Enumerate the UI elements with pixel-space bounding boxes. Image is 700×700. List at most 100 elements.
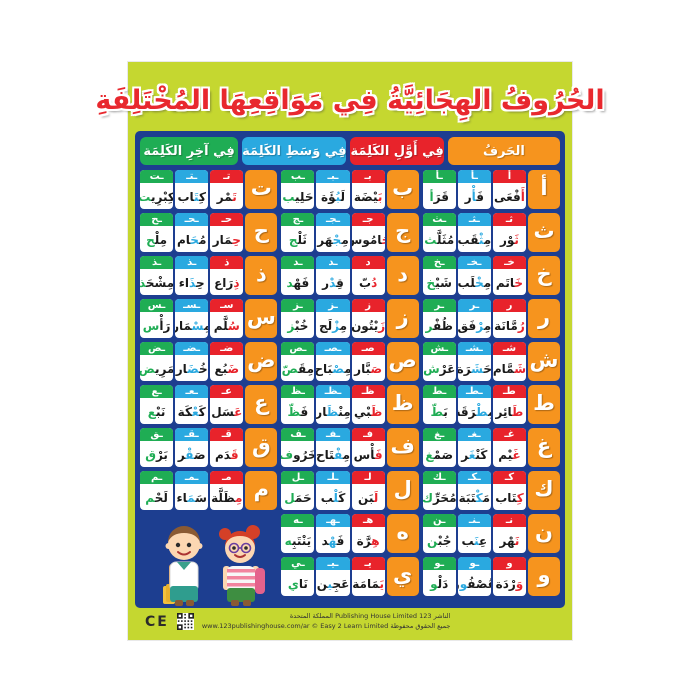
letter-cell: ب: [386, 170, 419, 209]
letter-section: ض ضـ ضَ‍‍بُع ـضـ خُ‍‍ضَ‍‍ار ـض مَرِي‍‍ض: [140, 342, 278, 381]
example-word: عَ‍‍سَل: [211, 404, 243, 419]
example-word: حَ‍‍شَ‍‍رَة: [457, 361, 491, 376]
letter-form-strip: ـغ: [422, 428, 456, 442]
example-word: خَرُو ف: [281, 447, 315, 462]
letter-form-strip: كـ: [492, 471, 526, 485]
letter-cell: س: [245, 299, 278, 338]
letter-cell: ف: [386, 428, 419, 467]
example-word: مُثَلَّ‍‍ث: [424, 232, 455, 247]
letter-form-strip: لـ: [351, 471, 385, 485]
boy-figure: [163, 526, 203, 606]
letter-form-strip: ـط: [422, 385, 456, 399]
letter-form-strip: و: [492, 557, 526, 571]
letter-form-strip: ـضـ: [175, 342, 209, 356]
letter-section: ن نـ نَ‍‍هْر ـنـ عِ‍‍نَ‍‍ب ـن جُبْ‍‍ن: [422, 514, 560, 553]
letter-form-strip: ـلـ: [316, 471, 350, 485]
girl-figure: [219, 525, 265, 606]
header-final-position: فِي آخِرِ الكَلِمَة: [140, 137, 239, 165]
example-word: بَرْ ق: [145, 447, 168, 462]
letter-row: وووَرْدَةـوعُصْفُ‍‍ورـودَلْ‍‍وييـيَ‍‍مَا…: [140, 557, 560, 596]
medial-word-cell: ـطـ مِ‍‍طْ‍‍رَقَة: [457, 385, 491, 424]
example-word: يَ‍‍مَامَة: [352, 576, 385, 591]
example-word: زَ يْتُون: [351, 318, 385, 333]
letter-cell: ه: [386, 514, 419, 553]
final-word-cell: ـز خُبْ‍‍ز: [281, 299, 315, 338]
letter-row: غ غـ غَ‍‍يْم ـغـ كَنْ‍‍غَ‍‍ر ـغ صَمْ‍‍غ ف فـ فَ‍‍…: [140, 428, 560, 467]
example-word: قَ‍‍دَم: [215, 447, 239, 462]
alphabet-table: الحَرفُ فِي أَوَّلِ الكَلِمَة فِي وَسَطِ…: [135, 131, 565, 608]
example-word: فَ‍‍أْ ر: [464, 189, 484, 204]
title-band: الحُرُوفُ الهِجَائِيَّةُ فِي مَوَاقِعِهَ…: [95, 69, 604, 131]
example-word: ذِ رَاع: [214, 275, 240, 290]
letter-form-strip: ـذ: [175, 256, 209, 270]
example-word: حَلِي‍‍ب: [282, 189, 314, 204]
letter-form-strip: هـ: [351, 514, 385, 528]
example-word: مُحَرِّ ك: [422, 490, 456, 505]
letter-section: غ غـ غَ‍‍يْم ـغـ كَنْ‍‍غَ‍‍ر ـغ صَمْ‍‍غ: [422, 428, 560, 467]
letter-form-strip: ـص: [281, 342, 315, 356]
initial-word-cell: ذ ذِ رَاع: [210, 256, 244, 295]
example-word: مُ‍‍حَ‍‍ام: [176, 232, 207, 247]
example-word: لَ‍‍بُ‍‍ؤَة: [321, 189, 346, 204]
letter-row: ش شـ شَ‍‍مَّام ـشـ حَ‍‍شَ‍‍رَة ـش عَرْ ش ص صـ صَ‍‍…: [140, 342, 560, 381]
letter-form-strip: ـو: [422, 557, 456, 571]
letter-cell: ح: [245, 213, 278, 252]
medial-word-cell: ـجـ مِ‍‍جْ‍‍هَر: [316, 213, 350, 252]
letter-form-strip: ـهـ: [316, 514, 350, 528]
letter-row: أ أ أَ فْعَى ـأ فَ‍‍أْ ر ـأ قَرَ أ ب بـ بَ‍‍يْضَة ـبـ…: [140, 170, 560, 209]
letter-section: ح حـ حِ‍‍مَار ـحـ مُ‍‍حَ‍‍ام ـح مِلْ‍‍ح: [140, 213, 278, 252]
initial-word-cell: د دُ بّ: [351, 256, 385, 295]
children-illustration: [163, 525, 265, 606]
letter-form-strip: ـق: [140, 428, 174, 442]
example-word: قِ‍‍دْ ر: [322, 275, 344, 290]
final-word-cell: ـع نَبْ‍‍ع: [140, 385, 174, 424]
example-word: مِ‍‍رْ فَق: [457, 318, 491, 333]
medial-word-cell: ـقـ صَ‍‍قْ‍‍ر: [175, 428, 209, 467]
example-word: عُصْفُ‍‍ور: [458, 576, 491, 591]
example-word: دَلْ‍‍و: [430, 576, 449, 591]
example-word: فَهْ‍‍د: [286, 275, 310, 290]
letter-form-strip: ـذ: [140, 256, 174, 270]
example-word: حَمَ‍‍ل: [284, 490, 312, 505]
letter-form-strip: ـك: [422, 471, 456, 485]
letter-form-strip: ـسـ: [175, 299, 209, 313]
letter-form-strip: ـن: [422, 514, 456, 528]
letter-cell: ص: [386, 342, 419, 381]
letter-form-strip: ـل: [281, 471, 315, 485]
final-word-cell: ـك مُحَرِّ ك: [422, 471, 456, 510]
letter-form-strip: ـر: [457, 299, 491, 313]
letter-form-strip: ـو: [457, 557, 491, 571]
final-word-cell: ـف خَرُو ف: [281, 428, 315, 467]
letter-form-strip: شـ: [492, 342, 526, 356]
letter-form-strip: ـغـ: [457, 428, 491, 442]
letter-form-strip: ر: [492, 299, 526, 313]
qr-code: [176, 613, 194, 630]
example-word: لَ‍‍بَن: [358, 490, 379, 505]
letter-form-strip: ـشـ: [457, 342, 491, 356]
poster-title: الحُرُوفُ الهِجَائِيَّةُ فِي مَوَاقِعِهَ…: [95, 84, 605, 116]
example-word: مَرِي‍‍ض: [140, 361, 174, 376]
medial-word-cell: ـو عُصْفُ‍‍ور: [457, 557, 491, 596]
letter-section: ر ر رُ مَّانَة ـر مِ‍‍رْ فَق ـر ظُفْ‍‍ر: [422, 299, 560, 338]
publisher-info: الناشر 123 Publishing House Limited المم…: [202, 612, 451, 631]
letter-form-strip: ـقـ: [175, 428, 209, 442]
letter-section: ق قـ قَ‍‍دَم ـقـ صَ‍‍قْ‍‍ر ـق بَرْ ق: [140, 428, 278, 467]
example-word: مِلْ‍‍ح: [146, 232, 168, 247]
initial-word-cell: ثـ ثَ‍‍وْر: [492, 213, 526, 252]
letter-cell: ت: [245, 170, 278, 209]
example-word: صَ‍‍قْ‍‍ر: [177, 447, 206, 462]
letter-section: ت تـ تَ‍‍مْر ـتـ كِ‍‍تَ‍‍اب ـت كِبْرِي‍‍ت: [140, 170, 278, 209]
letter-row: ن نـ نَ‍‍هْر ـنـ عِ‍‍نَ‍‍ب ـن جُبْ‍‍ن ه هـ هِ‍‍رَ…: [140, 514, 560, 553]
letter-form-strip: ظـ: [351, 385, 385, 399]
letter-section: ذ ذ ذِ رَاع ـذ حِ‍‍ذَ اء ـذ مِشْحَ‍‍ذ: [140, 256, 278, 295]
initial-word-cell: هـ هِ‍‍رَّة: [351, 514, 385, 553]
example-word: مِ‍‍خْ‍‍لَب: [457, 275, 491, 290]
letter-form-strip: ـصـ: [316, 342, 350, 356]
initial-word-cell: جـ جَ‍‍امُوس: [351, 213, 385, 252]
example-word: عَجِ‍‍ي‍‍ن: [316, 576, 350, 591]
final-word-cell: ـس رَأْ س: [140, 299, 174, 338]
letter-cell: ظ: [386, 385, 419, 424]
letter-cell: ز: [386, 299, 419, 338]
example-word: نَ‍‍هْر: [499, 533, 520, 548]
